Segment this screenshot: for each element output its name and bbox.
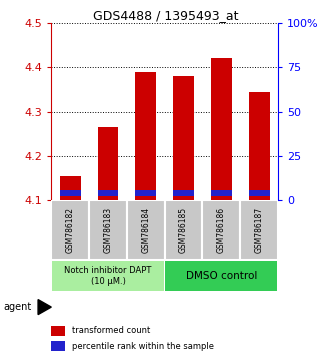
Text: GDS4488 / 1395493_at: GDS4488 / 1395493_at <box>93 9 238 22</box>
Text: transformed count: transformed count <box>72 326 150 335</box>
Bar <box>249 190 269 196</box>
Text: GSM786186: GSM786186 <box>217 207 226 253</box>
Bar <box>135 72 156 200</box>
Bar <box>211 190 232 196</box>
Text: GSM786183: GSM786183 <box>104 207 113 253</box>
Bar <box>166 262 277 291</box>
Bar <box>51 341 65 351</box>
Bar <box>173 76 194 200</box>
Text: Notch inhibitor DAPT
(10 μM.): Notch inhibitor DAPT (10 μM.) <box>64 267 152 286</box>
Text: percentile rank within the sample: percentile rank within the sample <box>72 342 214 350</box>
Bar <box>240 200 278 260</box>
Bar <box>173 190 194 196</box>
Bar <box>165 200 203 260</box>
Text: agent: agent <box>3 302 31 312</box>
Bar <box>60 176 80 200</box>
Bar <box>89 200 127 260</box>
Bar <box>203 200 240 260</box>
Bar <box>52 262 164 291</box>
Bar <box>60 190 80 196</box>
Bar <box>98 190 118 196</box>
Text: GSM786182: GSM786182 <box>66 207 75 253</box>
Bar <box>51 326 65 336</box>
Bar <box>249 92 269 200</box>
Bar <box>127 200 165 260</box>
Polygon shape <box>38 299 51 315</box>
Bar <box>211 58 232 200</box>
Bar <box>51 200 89 260</box>
Bar <box>98 127 118 200</box>
Text: GSM786184: GSM786184 <box>141 207 150 253</box>
Text: GSM786187: GSM786187 <box>255 207 264 253</box>
Text: GSM786185: GSM786185 <box>179 207 188 253</box>
Text: DMSO control: DMSO control <box>186 271 257 281</box>
Bar <box>135 190 156 196</box>
